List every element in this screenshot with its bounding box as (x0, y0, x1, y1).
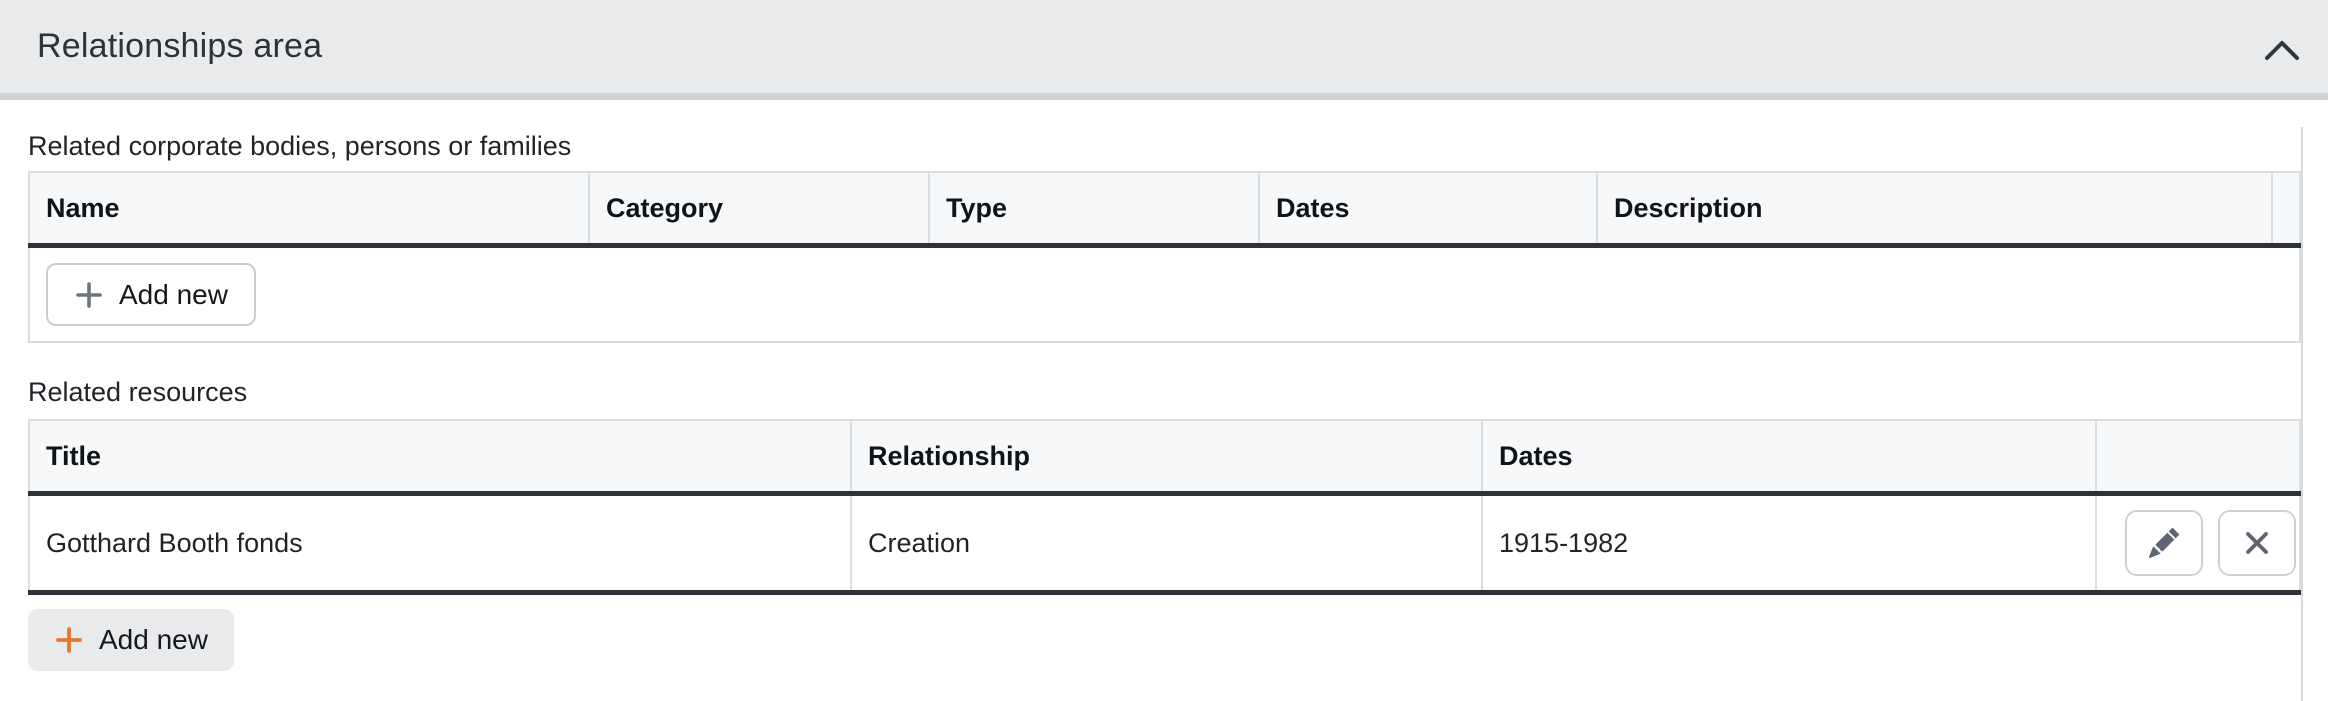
related-resources-header-row: Title Relationship Dates (28, 419, 2301, 496)
plus-icon (56, 627, 82, 653)
resource-title-cell: Gotthard Booth fonds (28, 493, 852, 595)
resource-dates-cell: 1915-1982 (1481, 493, 2097, 595)
column-header-actions (2271, 171, 2301, 248)
section-header[interactable]: Relationships area (0, 0, 2328, 100)
add-new-related-resource-button[interactable]: Add new (28, 609, 234, 671)
related-actors-label: Related corporate bodies, persons or fam… (28, 131, 572, 161)
resource-actions-cell (2095, 493, 2301, 595)
column-header-relationship: Relationship (850, 419, 1483, 496)
related-actors-empty-row: Add new (28, 245, 2301, 343)
column-header-name: Name (28, 171, 590, 248)
add-new-label: Add new (99, 624, 208, 655)
add-new-label: Add new (119, 278, 228, 310)
column-header-actions (2095, 419, 2301, 496)
resource-relationship-cell: Creation (850, 493, 1483, 595)
collapse-section-button[interactable] (2264, 0, 2300, 100)
add-new-related-actor-button[interactable]: Add new (46, 263, 256, 326)
edit-resource-button[interactable] (2125, 510, 2203, 576)
chevron-up-icon (2265, 41, 2299, 60)
related-actors-table: Name Category Type Dates Description (28, 171, 2301, 343)
column-header-type: Type (928, 171, 1260, 248)
column-header-dates: Dates (1258, 171, 1598, 248)
related-actors-header-row: Name Category Type Dates Description (28, 171, 2301, 248)
x-icon (2246, 532, 2268, 554)
section-title: Relationships area (37, 27, 323, 65)
pencil-icon (2149, 528, 2179, 558)
related-resource-row: Gotthard Booth fonds Creation 1915-1982 (28, 493, 2301, 595)
related-resources-label: Related resources (28, 377, 248, 407)
related-resources-table: Title Relationship Dates Gotthard Booth … (28, 419, 2301, 595)
delete-resource-button[interactable] (2218, 510, 2296, 576)
column-header-description: Description (1596, 171, 2273, 248)
plus-icon (76, 281, 102, 308)
column-header-title: Title (28, 419, 852, 496)
column-header-category: Category (588, 171, 930, 248)
column-header-dates: Dates (1481, 419, 2097, 496)
section-body: Related corporate bodies, persons or fam… (0, 127, 2303, 701)
